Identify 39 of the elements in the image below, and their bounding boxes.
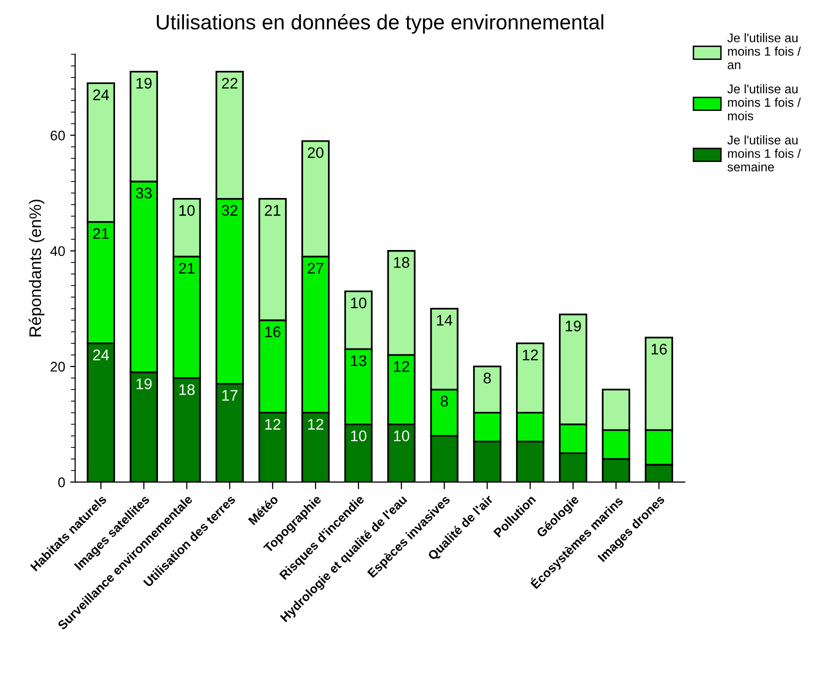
legend-label: Je l'utilise au moins 1 fois / an [727, 33, 801, 70]
data-label: 24 [93, 89, 109, 100]
y-axis-title: Répondants (en%) [28, 200, 44, 336]
legend-label: Je l'utilise au moins 1 fois / semaine [727, 135, 801, 172]
data-label: 24 [93, 350, 109, 360]
data-label: 18 [394, 257, 410, 268]
data-label: 8 [440, 396, 448, 407]
y-tick-label: 40 [50, 246, 65, 256]
data-label: 12 [394, 361, 410, 372]
data-label: 14 [436, 315, 452, 326]
data-label: 21 [179, 262, 195, 274]
data-label: 16 [652, 344, 667, 355]
data-label: 22 [222, 78, 238, 89]
data-label: 19 [136, 78, 152, 89]
data-label: 21 [93, 228, 109, 239]
data-label: 10 [394, 430, 410, 442]
y-tick-label: 60 [50, 130, 65, 140]
data-label: 13 [351, 355, 366, 366]
y-tick-label: 20 [50, 362, 65, 372]
data-label: 12 [265, 418, 280, 430]
data-label: 17 [222, 390, 238, 401]
data-label: 10 [351, 298, 366, 308]
data-label: 19 [566, 320, 581, 332]
data-label: 21 [264, 205, 280, 216]
data-label: 20 [308, 147, 324, 158]
data-label: 16 [265, 326, 280, 338]
data-label: 12 [308, 418, 324, 430]
chart-title: Utilisations en données de type environnemental [156, 14, 604, 34]
data-label: 33 [136, 188, 152, 198]
data-label: 32 [222, 205, 238, 216]
data-label: 12 [522, 350, 538, 360]
legend-label: Je l'utilise au moins 1 fois / mois [727, 84, 801, 120]
data-label: 27 [308, 262, 324, 274]
data-label: 18 [179, 384, 195, 396]
data-label: 10 [351, 430, 366, 442]
data-label: 8 [484, 372, 491, 384]
data-label: 19 [136, 378, 152, 390]
y-tick-label: 0 [58, 477, 65, 488]
data-label: 10 [179, 205, 195, 216]
